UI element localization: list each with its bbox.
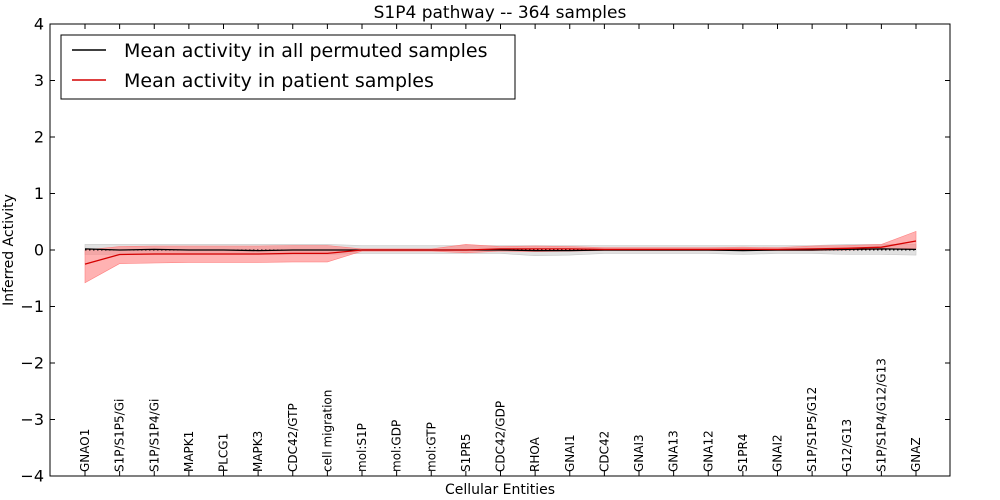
x-tick-label: GNA12 bbox=[701, 430, 715, 472]
axes bbox=[49, 23, 951, 477]
confidence-bands bbox=[84, 230, 917, 284]
y-tick-label: 3 bbox=[34, 71, 44, 90]
y-tick-label: 4 bbox=[34, 15, 44, 34]
y-tick-label: −2 bbox=[20, 354, 44, 373]
x-tick-label: G12/G13 bbox=[840, 419, 854, 472]
x-tick-label: GNAI2 bbox=[771, 434, 785, 472]
legend-box bbox=[60, 34, 516, 100]
x-tick-label: MAPK3 bbox=[251, 431, 265, 472]
series-lines bbox=[84, 240, 917, 265]
y-axis-label: Inferred Activity bbox=[1, 194, 17, 306]
x-tick-label: GNAI1 bbox=[563, 434, 577, 472]
y-tick-label: 2 bbox=[34, 128, 44, 147]
chart-title: S1P4 pathway -- 364 samples bbox=[374, 3, 627, 23]
x-tick-label: PLCG1 bbox=[217, 433, 231, 472]
x-axis-label: Cellular Entities bbox=[445, 482, 555, 498]
legend-label-patient: Mean activity in patient samples bbox=[124, 70, 434, 92]
y-tick-label: −4 bbox=[20, 467, 44, 486]
x-tick-label: mol:GDP bbox=[390, 420, 404, 472]
x-tick-label: mol:S1P bbox=[355, 423, 369, 472]
x-tick-label: RHOA bbox=[528, 436, 542, 472]
line-patient bbox=[84, 240, 917, 265]
x-tick-label: CDC42/GDP bbox=[494, 401, 508, 472]
y-tick-labels: −4 −3 −2 −1 0 1 2 3 4 bbox=[20, 15, 44, 486]
legend: Mean activity in all permuted samples Me… bbox=[60, 34, 516, 100]
x-tick-label: GNAI3 bbox=[632, 434, 646, 472]
x-tick-label: S1PR5 bbox=[459, 434, 473, 472]
x-tick-label: CDC42/GTP bbox=[286, 403, 300, 472]
x-tick-label: S1P/S1P4/G12/G13 bbox=[874, 358, 888, 472]
x-tick-label: cell migration bbox=[320, 390, 334, 472]
legend-label-permuted: Mean activity in all permuted samples bbox=[124, 40, 487, 62]
y-tick-label: −1 bbox=[20, 297, 44, 316]
x-tick-label: GNAZ bbox=[909, 437, 923, 472]
x-tick-label: S1P/S1P4/Gi bbox=[147, 399, 161, 472]
x-tick-label: GNAO1 bbox=[78, 429, 92, 472]
x-tick-label: CDC42 bbox=[597, 431, 611, 472]
x-tick-label: GNA13 bbox=[667, 430, 681, 472]
y-tick-label: 0 bbox=[34, 241, 44, 260]
x-tick-label: S1PR4 bbox=[736, 434, 750, 472]
y-tick-label: −3 bbox=[20, 410, 44, 429]
x-tick-label: MAPK1 bbox=[182, 431, 196, 472]
x-tick-labels: GNAO1 S1P/S1P5/Gi S1P/S1P4/Gi MAPK1 PLCG1 MAP… bbox=[78, 358, 923, 472]
x-tick-label: S1P/S1P5/G12 bbox=[805, 387, 819, 472]
x-tick-label: mol:GTP bbox=[424, 422, 438, 472]
band-patient bbox=[84, 230, 917, 284]
y-tick-label: 1 bbox=[34, 184, 44, 203]
x-tick-label: S1P/S1P5/Gi bbox=[113, 399, 127, 472]
